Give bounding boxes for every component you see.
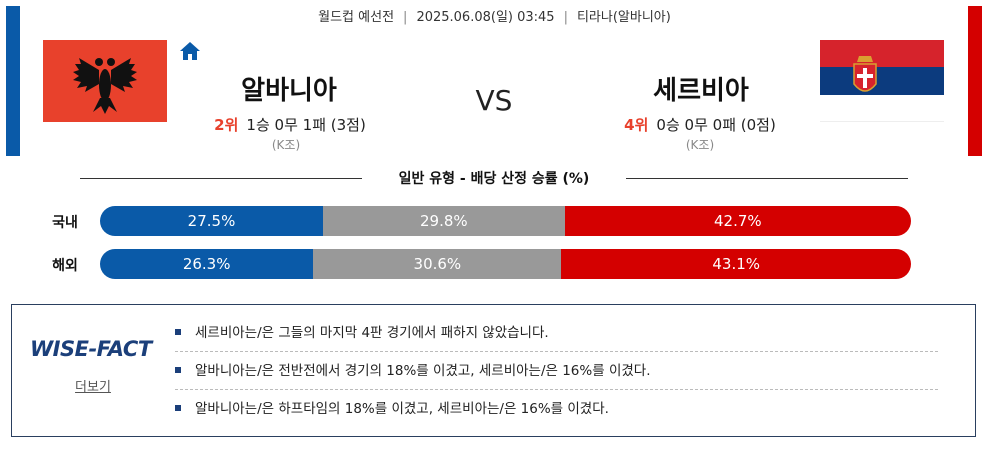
odds-draw-segment: 30.6% [313,249,562,279]
vs-label: VS [475,84,513,117]
match-info: 월드컵 예선전 | 2025.06.08(일) 03:45 | 티라나(알바니아) [318,10,671,25]
home-group: (K조) [271,138,301,152]
odds-home-segment: 27.5% [100,206,324,236]
odds-row-overseas-label: 해외 [52,258,78,274]
odds-bar-domestic: 27.5% 29.8% 42.7% [100,206,911,236]
away-group: (K조) [685,138,715,152]
odds-draw-segment: 29.8% [323,206,565,236]
home-record: 2위 1승 0무 1패 (3점) [190,114,390,135]
bullet-icon [175,405,181,411]
home-record-text: 1승 0무 1패 (3점) [246,116,366,134]
venue: 티라나(알바니아) [576,10,671,25]
home-side-bar [6,6,20,156]
odds-away-segment: 43.1% [561,249,911,279]
home-rank: 2위 [214,116,239,134]
away-rank: 4위 [624,116,649,134]
odds-row-domestic-label: 국내 [52,215,78,231]
odds-section-title: 일반 유형 - 배당 산정 승률 (%) [398,171,590,187]
bullet-icon [175,329,181,335]
match-datetime: 2025.06.08(일) 03:45 [416,10,555,25]
fact-text: 알바니아는/은 하프타임의 18%를 이겼고, 세르비아는/은 16%를 이겼다… [195,401,609,417]
home-icon[interactable] [179,40,201,62]
odds-home-segment: 26.3% [100,249,314,279]
albania-flag-icon [43,40,167,122]
away-team-name[interactable]: 세르비아 [653,76,749,106]
fact-item: 알바니아는/은 하프타임의 18%를 이겼고, 세르비아는/은 16%를 이겼다… [175,390,938,428]
home-team-name[interactable]: 알바니아 [241,76,337,106]
wise-fact-logo: WISE-FACT [30,337,152,361]
away-record: 4위 0승 0무 0패 (0점) [600,114,800,135]
fact-text: 세르비아는/은 그들의 마지막 4판 경기에서 패하지 않았습니다. [195,325,549,341]
wise-fact-box [11,304,976,437]
fact-text: 알바니아는/은 전반전에서 경기의 18%를 이겼고, 세르비아는/은 16%를… [195,363,651,379]
serbia-flag-icon [820,40,944,122]
more-link[interactable]: 더보기 [75,380,111,395]
competition: 월드컵 예선전 [318,10,395,25]
bullet-icon [175,367,181,373]
fact-item: 세르비아는/은 그들의 마지막 4판 경기에서 패하지 않았습니다. [175,314,938,352]
fact-item: 알바니아는/은 전반전에서 경기의 18%를 이겼고, 세르비아는/은 16%를… [175,352,938,390]
away-record-text: 0승 0무 0패 (0점) [656,116,776,134]
odds-bar-overseas: 26.3% 30.6% 43.1% [100,249,911,279]
section-divider-left [80,178,362,179]
section-divider-right [626,178,908,179]
away-side-bar [968,6,982,156]
odds-away-segment: 42.7% [564,206,911,236]
